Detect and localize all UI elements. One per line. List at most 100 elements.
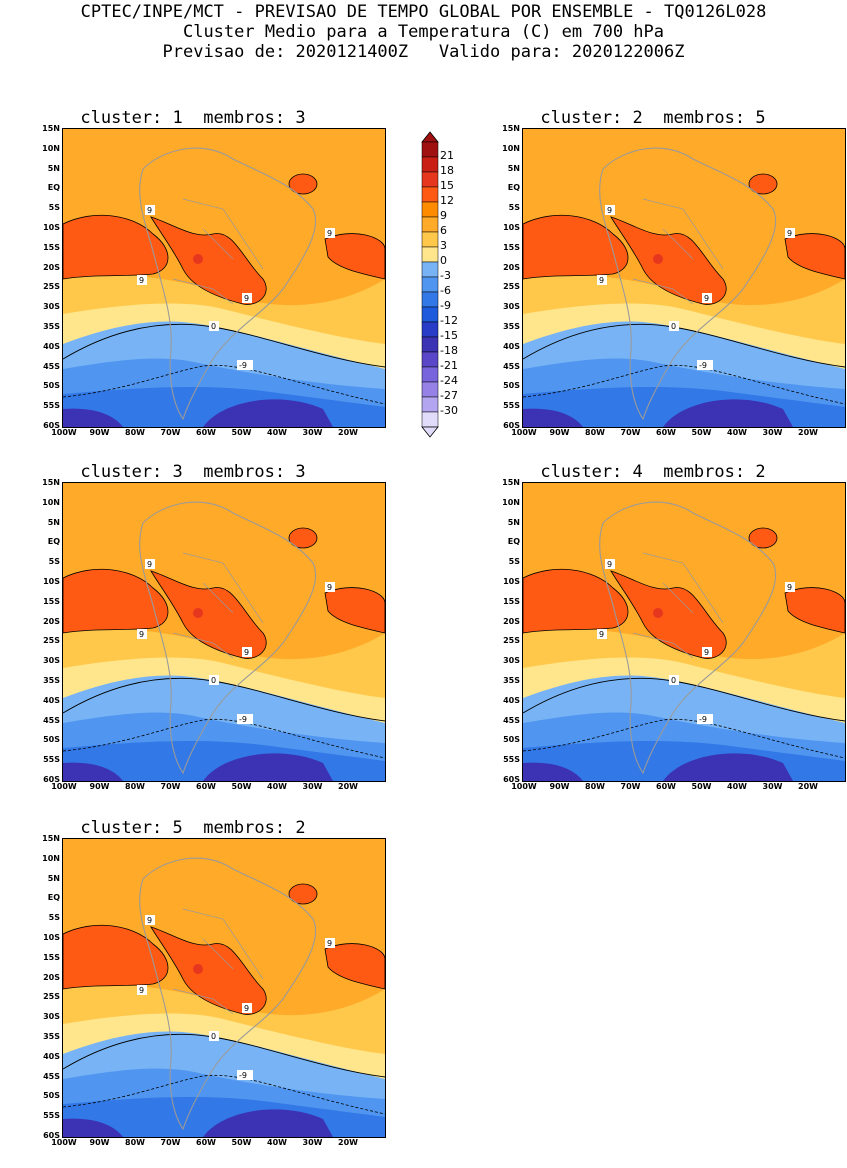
contour-label: -9 [237,360,253,370]
svg-text:9: 9 [327,229,332,238]
contour-label: 9 [145,559,155,569]
lat-tick-label: 50S [43,735,60,745]
lon-tick-label: 70W [160,782,181,791]
lat-tick-label: 10N [42,497,60,507]
lat-tick-label: 5N [47,517,60,527]
lat-tick-label: 20S [503,262,520,272]
colorbar-label: 12 [440,194,454,207]
lon-tick-label: 80W [585,428,605,437]
lat-tick-label: EQ [47,183,60,193]
lat-tick-label: 15N [42,834,60,843]
contour-label: 9 [702,293,712,303]
lat-tick-label: 40S [43,695,60,705]
colorbar-swatch [421,381,439,398]
lat-tick-label: 55S [503,755,520,765]
lon-tick-label: 50W [691,428,712,437]
svg-text:9: 9 [147,916,152,925]
contour-label: 0 [669,675,679,685]
contour-label: 0 [209,675,219,685]
svg-text:0: 0 [211,322,216,331]
svg-text:9: 9 [244,648,249,657]
temperature-field: 9 9 9 9 0 -9 [63,129,385,427]
svg-text:9: 9 [139,630,144,639]
lon-tick-label: 90W [89,428,110,437]
contour-label: 0 [209,321,219,331]
svg-text:9: 9 [147,560,152,569]
colorbar-label: 3 [440,239,447,252]
lat-tick-label: 20S [503,616,520,626]
svg-text:9: 9 [244,294,249,303]
svg-text:0: 0 [671,322,676,331]
colorbar-swatch [421,351,439,368]
colorbar-label: -15 [440,329,458,342]
contour-label: -9 [237,714,253,724]
lat-tick-label: 30S [503,656,520,666]
contour-label: 9 [242,647,252,657]
svg-text:-9: -9 [699,715,707,724]
lat-tick-label: 15S [43,242,60,252]
lon-tick-label: 80W [585,782,605,791]
lat-tick-label: 15N [42,478,60,487]
svg-text:-9: -9 [239,361,247,370]
lat-tick-label: EQ [47,893,60,903]
colorbar-label: -12 [440,314,458,327]
colorbar-scale [421,131,439,438]
lon-tick-label: 60W [196,1138,216,1147]
lon-tick-label: 20W [798,782,818,791]
lat-tick-label: 40S [43,341,60,351]
colorbar-label: 21 [440,149,454,162]
lat-tick-label: 10S [43,933,60,942]
contour-label: -9 [697,360,713,370]
lat-tick-label: 15S [43,952,60,962]
lon-tick-label: 90W [89,1138,110,1147]
lat-tick-label: 40S [503,341,520,351]
lat-tick-label: 55S [503,401,520,411]
lat-tick-label: 15N [502,478,520,487]
lat-tick-label: 10N [42,143,60,153]
contour-label: 9 [325,582,335,592]
colorbar-swatch [421,366,439,383]
lat-tick-label: 55S [43,1111,60,1121]
lon-tick-label: 30W [302,428,323,437]
contour-label: 9 [137,275,147,285]
lon-tick-label: 20W [338,1138,358,1147]
colorbar-label: -9 [440,299,451,312]
lat-tick-label: 5N [507,517,520,527]
svg-text:9: 9 [244,1004,249,1013]
lon-tick-label: 60W [196,428,216,437]
map-panel-cluster-3: cluster: 3 membros: 3 15N 10N 5N EQ 5S 10S 15S 2… [0,462,386,812]
colorbar-label: 15 [440,179,454,192]
contour-label: 9 [137,985,147,995]
colorbar-label: 18 [440,164,454,177]
colorbar-swatch [421,216,439,233]
contour-label: 9 [137,629,147,639]
panel-title: cluster: 2 membros: 5 [540,108,766,128]
lat-tick-label: 25S [503,636,520,646]
temperature-field: 9 9 9 9 0 -9 [63,839,385,1137]
colorbar-swatch [421,201,439,218]
lon-tick-label: 30W [302,1138,323,1147]
lon-tick-label: 30W [302,782,323,791]
lat-tick-label: 15N [502,124,520,133]
lat-tick-label: 50S [43,1091,60,1101]
contour-label: 9 [325,938,335,948]
colorbar-label: 0 [440,254,447,267]
colorbar-label: -21 [440,359,458,372]
contour-label: 9 [145,915,155,925]
contour-label: 9 [605,559,615,569]
lat-tick-label: 10S [503,577,520,586]
lat-tick-label: 45S [43,715,60,725]
contour-label: -9 [697,714,713,724]
colorbar-swatch [421,141,439,158]
lat-tick-label: 35S [43,322,60,331]
colorbar-swatch [421,396,439,413]
header-line-3: Previsao de: 2020121400Z Valido para: 20… [162,42,685,62]
lon-tick-label: 70W [620,782,641,791]
lon-tick-label: 100W [511,428,537,437]
lat-tick-label: 10N [502,497,520,507]
header-line-2: Cluster Medio para a Temperatura (C) em … [182,22,665,42]
colorbar-label: -30 [440,404,458,417]
svg-text:9: 9 [607,560,612,569]
lon-tick-label: 20W [338,428,358,437]
lat-tick-label: 60S [43,775,60,784]
